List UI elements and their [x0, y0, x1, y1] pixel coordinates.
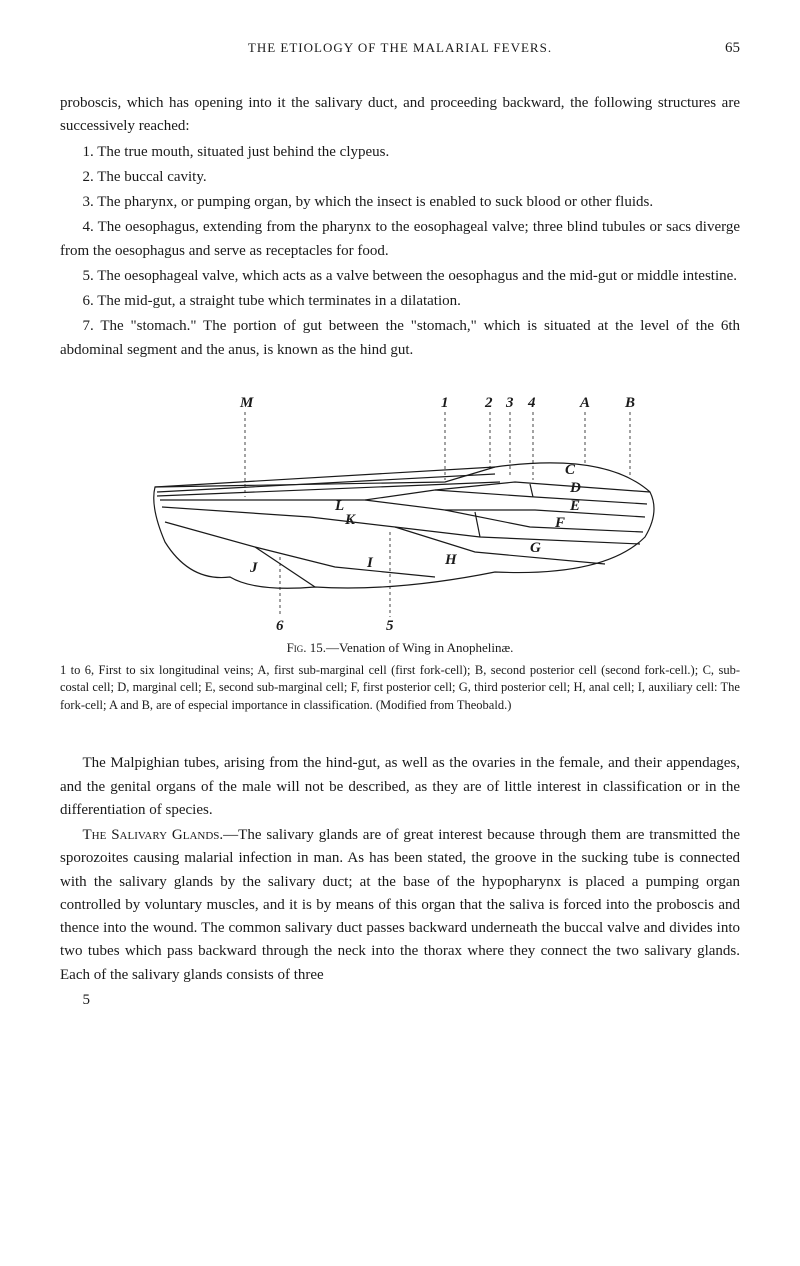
wing-label: C: [565, 462, 576, 478]
wing-label: H: [444, 552, 458, 568]
footer-signature: 5: [60, 989, 740, 1012]
wing-label: K: [344, 512, 356, 528]
list-item: 7. The "stomach." The portion of gut bet…: [60, 315, 740, 362]
list-item: 6. The mid-gut, a straight tube which te…: [60, 290, 740, 313]
running-head: THE ETIOLOGY OF THE MALARIAL FEVERS.: [100, 40, 700, 56]
figure-caption-text: —Venation of Wing in Anophelinæ.: [326, 640, 513, 655]
body-paragraph: The Salivary Glands.—The salivary glands…: [60, 824, 740, 987]
wing-label: 4: [527, 395, 536, 411]
page: THE ETIOLOGY OF THE MALARIAL FEVERS. 65 …: [0, 0, 800, 1064]
wing-label: M: [239, 395, 254, 411]
body-paragraph: The Malpighian tubes, arising from the h…: [60, 752, 740, 822]
wing-diagram: M 1 2 3 4 A B C D E F G H I J K L 6 5: [135, 392, 665, 632]
wing-label: 1: [441, 395, 449, 411]
section-heading: The Salivary Glands.: [83, 827, 224, 843]
body-text: —The salivary glands are of great intere…: [60, 827, 740, 983]
wing-label: J: [249, 560, 258, 576]
wing-label: G: [530, 540, 541, 556]
wing-label: E: [569, 498, 580, 514]
wing-label: F: [554, 515, 565, 531]
wing-label: 6: [276, 618, 284, 632]
list-item: 1. The true mouth, situated just behind …: [60, 141, 740, 164]
wing-label: A: [579, 395, 590, 411]
list-item: 4. The oesophagus, extending from the ph…: [60, 216, 740, 263]
wing-label: 5: [386, 618, 394, 632]
figure-block: M 1 2 3 4 A B C D E F G H I J K L 6 5: [60, 392, 740, 715]
figure-label: Fig. 15.: [287, 640, 326, 655]
list-item: 2. The buccal cavity.: [60, 166, 740, 189]
list-item: 3. The pharynx, or pumping organ, by whi…: [60, 191, 740, 214]
page-header: THE ETIOLOGY OF THE MALARIAL FEVERS. 65: [60, 40, 740, 57]
wing-label: I: [366, 555, 374, 571]
wing-label: L: [334, 498, 344, 514]
wing-label: 3: [505, 395, 514, 411]
figure-caption: Fig. 15.—Venation of Wing in Anophelinæ.: [60, 640, 740, 656]
list-item: 5. The oesophageal valve, which acts as …: [60, 265, 740, 288]
wing-label: B: [624, 395, 635, 411]
page-number: 65: [700, 40, 740, 57]
wing-label: D: [569, 480, 581, 496]
intro-paragraph: proboscis, which has opening into it the…: [60, 92, 740, 139]
wing-label: 2: [484, 395, 493, 411]
figure-description: 1 to 6, First to six longitudinal veins;…: [60, 662, 740, 715]
